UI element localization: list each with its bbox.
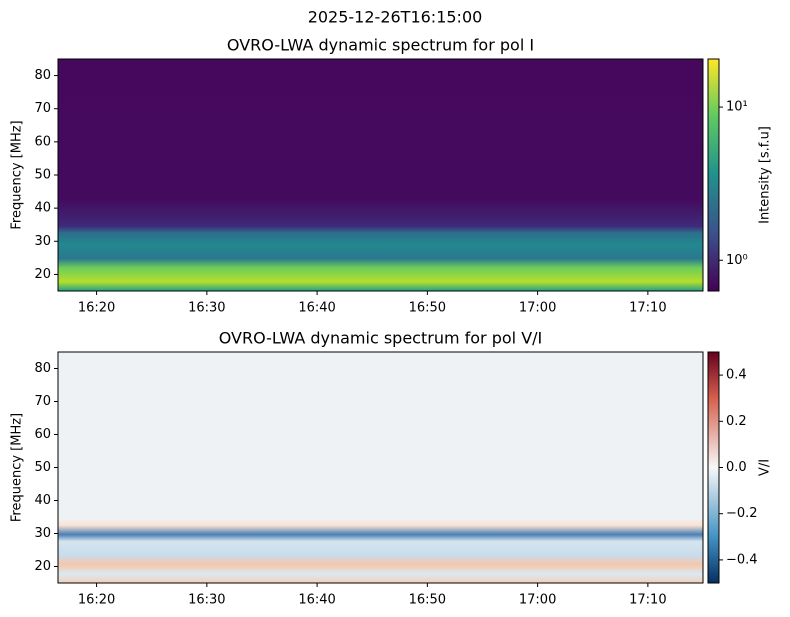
y-tick-label: 70 — [34, 394, 51, 409]
colorbar-tick-label: 0.2 — [726, 414, 747, 429]
x-tick-label: 16:50 — [409, 301, 446, 316]
y-axis-label: Frequency [MHz] — [10, 413, 25, 522]
colorbar-tick-label: −0.2 — [726, 506, 758, 521]
panel-title: OVRO-LWA dynamic spectrum for pol V/I — [219, 329, 543, 348]
x-tick-label: 16:40 — [298, 593, 335, 608]
y-tick-label: 30 — [34, 234, 51, 249]
y-tick-label: 80 — [34, 68, 51, 83]
y-tick-label: 30 — [34, 526, 51, 541]
colorbar — [707, 58, 720, 292]
y-tick-label: 80 — [34, 361, 51, 376]
x-tick-label: 16:40 — [298, 301, 335, 316]
x-tick-label: 17:00 — [519, 301, 556, 316]
y-tick-label: 50 — [34, 168, 51, 183]
x-tick-label: 17:00 — [519, 593, 556, 608]
figure-title: 2025-12-26T16:15:00 — [308, 8, 483, 27]
y-tick-label: 70 — [34, 101, 51, 116]
y-tick-label: 40 — [34, 493, 51, 508]
y-axis-label: Frequency [MHz] — [10, 120, 25, 229]
x-tick-label: 16:20 — [78, 301, 115, 316]
x-tick-label: 17:10 — [629, 301, 666, 316]
x-tick-label: 16:20 — [78, 593, 115, 608]
y-tick-label: 20 — [34, 559, 51, 574]
spectrum-image — [58, 352, 703, 583]
colorbar — [707, 351, 720, 584]
colorbar-tick-label: −0.4 — [726, 552, 758, 567]
spectrum-image — [58, 59, 703, 291]
colorbar-label: V/I — [758, 459, 773, 476]
panel-title: OVRO-LWA dynamic spectrum for pol I — [227, 36, 534, 55]
x-tick-label: 16:30 — [188, 593, 225, 608]
colorbar-tick-label: 0.4 — [726, 368, 747, 383]
y-tick-label: 60 — [34, 134, 51, 149]
colorbar-tick-label: 10¹ — [726, 100, 748, 115]
colorbar-tick-label: 10⁰ — [726, 253, 748, 268]
x-tick-label: 16:30 — [188, 301, 225, 316]
x-tick-label: 17:10 — [629, 593, 666, 608]
y-tick-label: 50 — [34, 460, 51, 475]
colorbar-tick-label: 0.0 — [726, 460, 747, 475]
y-tick-label: 60 — [34, 427, 51, 442]
x-tick-label: 16:50 — [409, 593, 446, 608]
colorbar-label: Intensity [s.f.u] — [758, 126, 773, 224]
y-tick-label: 40 — [34, 201, 51, 216]
y-tick-label: 20 — [34, 267, 51, 282]
